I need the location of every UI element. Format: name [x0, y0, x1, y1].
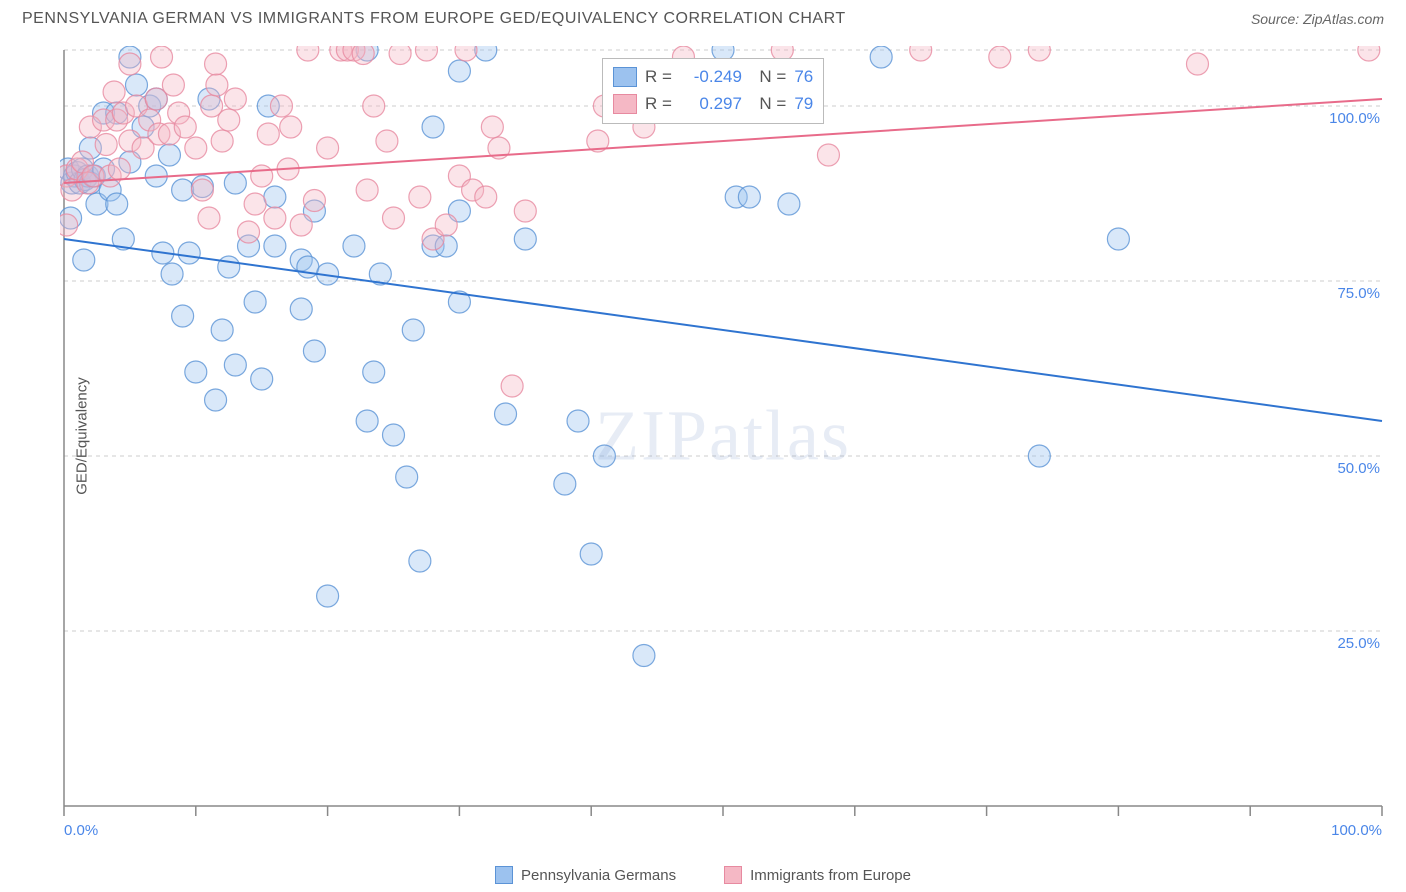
y-axis-label: GED/Equivalency	[74, 377, 91, 495]
legend-swatch	[613, 94, 637, 114]
legend-swatch	[613, 67, 637, 87]
corr-r-label: R =	[645, 90, 672, 117]
legend-swatch	[495, 866, 513, 884]
chart-title: PENNSYLVANIA GERMAN VS IMMIGRANTS FROM E…	[22, 10, 846, 28]
header: PENNSYLVANIA GERMAN VS IMMIGRANTS FROM E…	[0, 0, 1406, 34]
corr-n-label: N =	[750, 63, 786, 90]
x-tick-label: 0.0%	[64, 822, 98, 839]
corr-n-label: N =	[750, 90, 786, 117]
corr-legend-row: R = -0.249 N = 76	[613, 63, 813, 90]
y-tick-label: 50.0%	[1337, 460, 1380, 477]
corr-n-value: 79	[794, 90, 813, 117]
source-label: Source: ZipAtlas.com	[1251, 11, 1384, 27]
x-tick-label: 100.0%	[1331, 822, 1382, 839]
bottom-legend: Pennsylvania Germans Immigrants from Euro…	[0, 866, 1406, 884]
corr-n-value: 76	[794, 63, 813, 90]
bottom-legend-item: Pennsylvania Germans	[495, 866, 676, 884]
corr-legend-row: R = 0.297 N = 79	[613, 90, 813, 117]
scatter-chart	[60, 46, 1386, 826]
correlation-legend: R = -0.249 N = 76R = 0.297 N = 79	[602, 58, 824, 124]
legend-label: Immigrants from Europe	[750, 867, 911, 884]
corr-r-label: R =	[645, 63, 672, 90]
corr-r-value: 0.297	[680, 90, 742, 117]
legend-swatch	[724, 866, 742, 884]
bottom-legend-item: Immigrants from Europe	[724, 866, 911, 884]
chart-container: GED/Equivalency ZIPatlas R = -0.249 N = …	[60, 46, 1386, 826]
y-tick-label: 25.0%	[1337, 635, 1380, 652]
legend-label: Pennsylvania Germans	[521, 867, 676, 884]
y-tick-label: 100.0%	[1329, 110, 1380, 127]
y-tick-label: 75.0%	[1337, 285, 1380, 302]
corr-r-value: -0.249	[680, 63, 742, 90]
